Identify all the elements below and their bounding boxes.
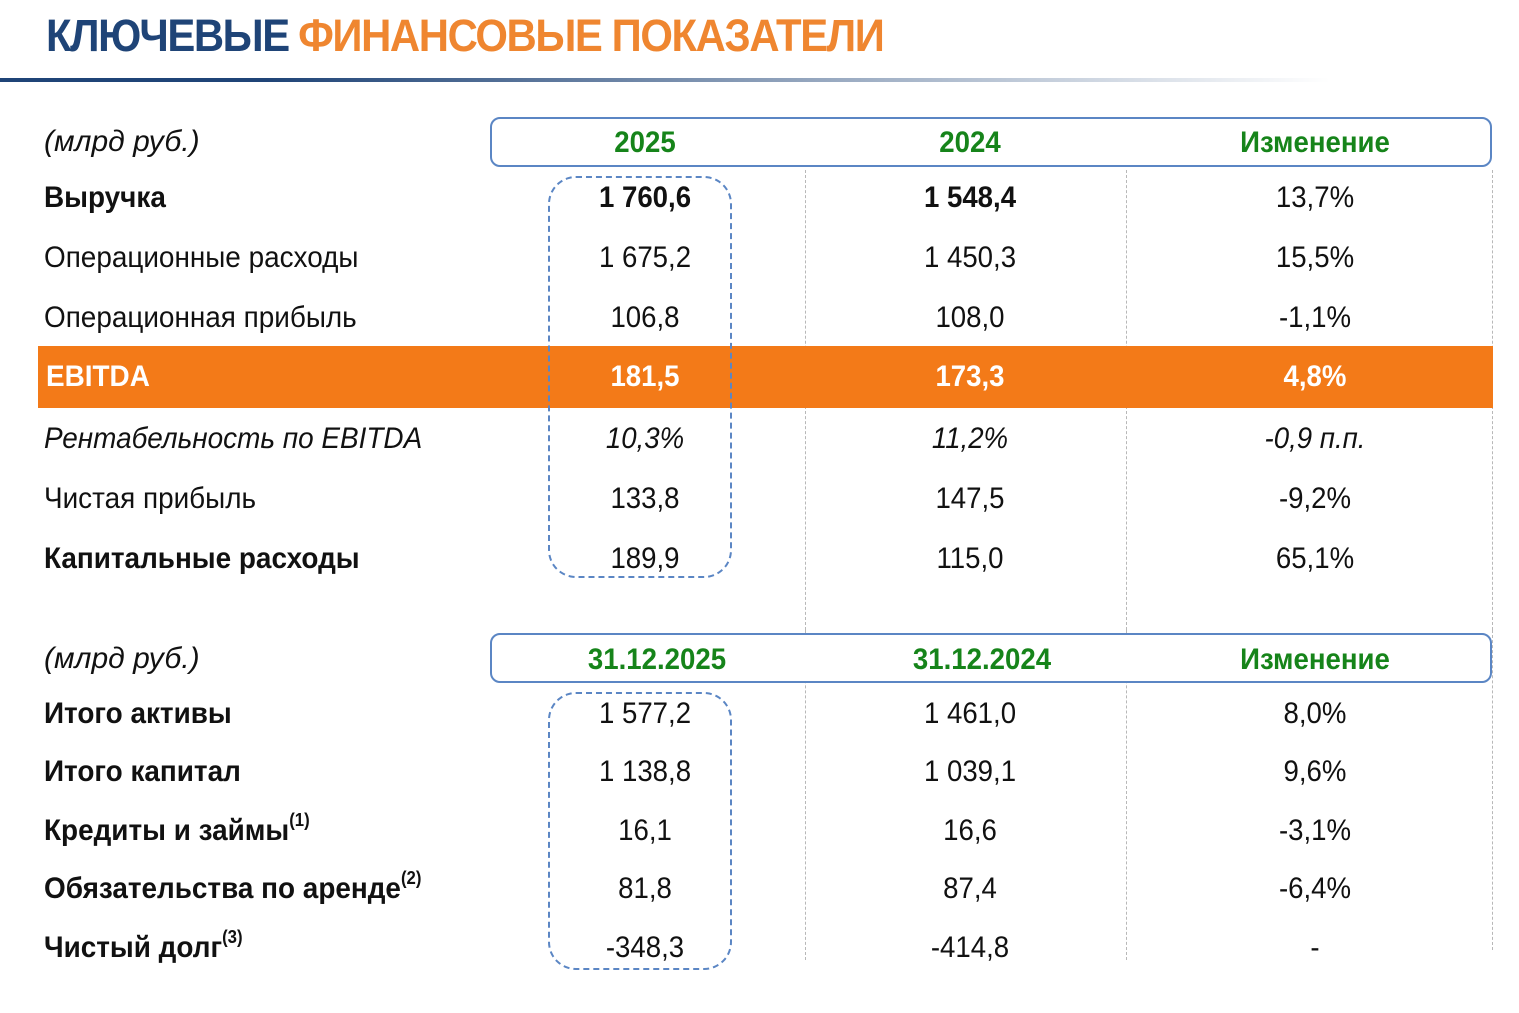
value-2025: 10,3%: [605, 422, 685, 455]
table-row-operating-profit: Операционная прибыль 106,8 108,0 -1,1%: [0, 288, 1519, 348]
footnote-marker: (1): [289, 810, 310, 830]
row-label-text: Чистый долг: [44, 931, 223, 964]
row-label: EBITDA: [46, 360, 150, 393]
value-change: 4,8%: [1283, 360, 1347, 393]
title-divider: [0, 78, 1330, 82]
row-label: Чистая прибыль: [44, 482, 257, 515]
column-divider: [805, 630, 806, 960]
row-label-text: Кредиты и займы: [44, 814, 290, 847]
value-2025: 181,5: [610, 360, 680, 393]
value-2024: 147,5: [935, 482, 1005, 515]
value-2025: 1 760,6: [598, 181, 692, 214]
current-date-highlight-box: [548, 692, 732, 970]
row-label: Итого капитал: [44, 755, 241, 788]
row-label: Итого активы: [44, 697, 232, 730]
value-change: 9,6%: [1283, 755, 1347, 788]
value-change: -9,2%: [1278, 482, 1352, 515]
income-header-change: Изменение: [1240, 126, 1390, 159]
value-2025: 189,9: [610, 542, 680, 575]
income-header-2025: 2025: [614, 126, 676, 159]
row-label: Капитальные расходы: [44, 542, 360, 575]
table-row-ebitda-margin: Рентабельность по EBITDA 10,3% 11,2% -0,…: [0, 409, 1519, 469]
value-change: -: [1310, 931, 1320, 964]
table-row-lease-liabilities: Обязательства по аренде(2) 81,8 87,4 -6,…: [0, 859, 1519, 919]
value-2024: 1 461,0: [923, 697, 1017, 730]
value-change: 65,1%: [1275, 542, 1355, 575]
value-change: -6,4%: [1278, 872, 1352, 905]
value-2025: 1 577,2: [598, 697, 692, 730]
row-label: Обязательства по аренде(2): [44, 859, 421, 919]
value-change: 15,5%: [1275, 241, 1355, 274]
balance-header-box: [490, 633, 1492, 683]
footnote-marker: (2): [400, 868, 422, 888]
balance-unit-label: (млрд руб.): [44, 642, 200, 675]
balance-header-2025: 31.12.2025: [587, 643, 727, 676]
value-2025: 1 675,2: [598, 241, 692, 274]
value-2025: 1 138,8: [598, 755, 692, 788]
table-row-revenue: Выручка 1 760,6 1 548,4 13,7%: [0, 168, 1519, 228]
value-2024: 1 450,3: [923, 241, 1017, 274]
column-divider: [1126, 630, 1127, 960]
row-label: Рентабельность по EBITDA: [44, 422, 423, 455]
row-label: Выручка: [44, 181, 166, 214]
table-row-total-assets: Итого активы 1 577,2 1 461,0 8,0%: [0, 684, 1519, 744]
value-2025: 16,1: [618, 814, 672, 847]
balance-header-2024: 31.12.2024: [912, 643, 1052, 676]
table-row-ebitda: EBITDA 181,5 173,3 4,8%: [0, 347, 1519, 407]
table-row-capex: Капитальные расходы 189,9 115,0 65,1%: [0, 529, 1519, 589]
table-row-loans: Кредиты и займы(1) 16,1 16,6 -3,1%: [0, 801, 1519, 861]
value-2024: -414,8: [930, 931, 1010, 964]
value-2024: 173,3: [935, 360, 1005, 393]
ebitda-highlight-bar: [38, 346, 1493, 408]
table-row-opex: Операционные расходы 1 675,2 1 450,3 15,…: [0, 228, 1519, 288]
income-header-box: [490, 117, 1492, 167]
value-2025: 133,8: [610, 482, 680, 515]
value-2024: 115,0: [936, 542, 1004, 575]
row-label: Операционная прибыль: [44, 301, 357, 334]
table-row-total-equity: Итого капитал 1 138,8 1 039,1 9,6%: [0, 742, 1519, 802]
value-2025: -348,3: [605, 931, 685, 964]
income-header-2024: 2024: [939, 126, 1001, 159]
value-change: -1,1%: [1278, 301, 1352, 334]
value-2025: 106,8: [610, 301, 680, 334]
value-2024: 16,6: [943, 814, 997, 847]
page-title-part2: ФИНАНСОВЫЕ ПОКАЗАТЕЛИ: [298, 10, 885, 61]
value-2024: 11,2%: [931, 422, 1009, 455]
row-label: Кредиты и займы(1): [44, 801, 310, 861]
value-2025: 81,8: [618, 872, 672, 905]
column-divider: [1492, 630, 1493, 950]
value-change: -3,1%: [1278, 814, 1352, 847]
row-label-text: Обязательства по аренде: [44, 872, 401, 905]
page-title: КЛЮЧЕВЫЕ ФИНАНСОВЫЕ ПОКАЗАТЕЛИ: [46, 8, 885, 64]
value-2024: 108,0: [935, 301, 1005, 334]
row-label: Операционные расходы: [44, 241, 359, 274]
value-2024: 87,4: [943, 872, 997, 905]
value-change: -0,9 п.п.: [1264, 422, 1366, 455]
value-2024: 1 548,4: [923, 181, 1017, 214]
balance-header-change: Изменение: [1240, 643, 1390, 676]
value-2024: 1 039,1: [923, 755, 1017, 788]
table-row-net-debt: Чистый долг(3) -348,3 -414,8 -: [0, 918, 1519, 978]
value-change: 8,0%: [1283, 697, 1347, 730]
row-label: Чистый долг(3): [44, 918, 243, 978]
table-row-net-profit: Чистая прибыль 133,8 147,5 -9,2%: [0, 469, 1519, 529]
page-title-part1: КЛЮЧЕВЫЕ: [46, 10, 290, 61]
footnote-marker: (3): [222, 927, 243, 947]
current-year-highlight-box: [548, 176, 732, 578]
income-unit-label: (млрд руб.): [44, 125, 200, 158]
value-change: 13,7%: [1275, 181, 1355, 214]
